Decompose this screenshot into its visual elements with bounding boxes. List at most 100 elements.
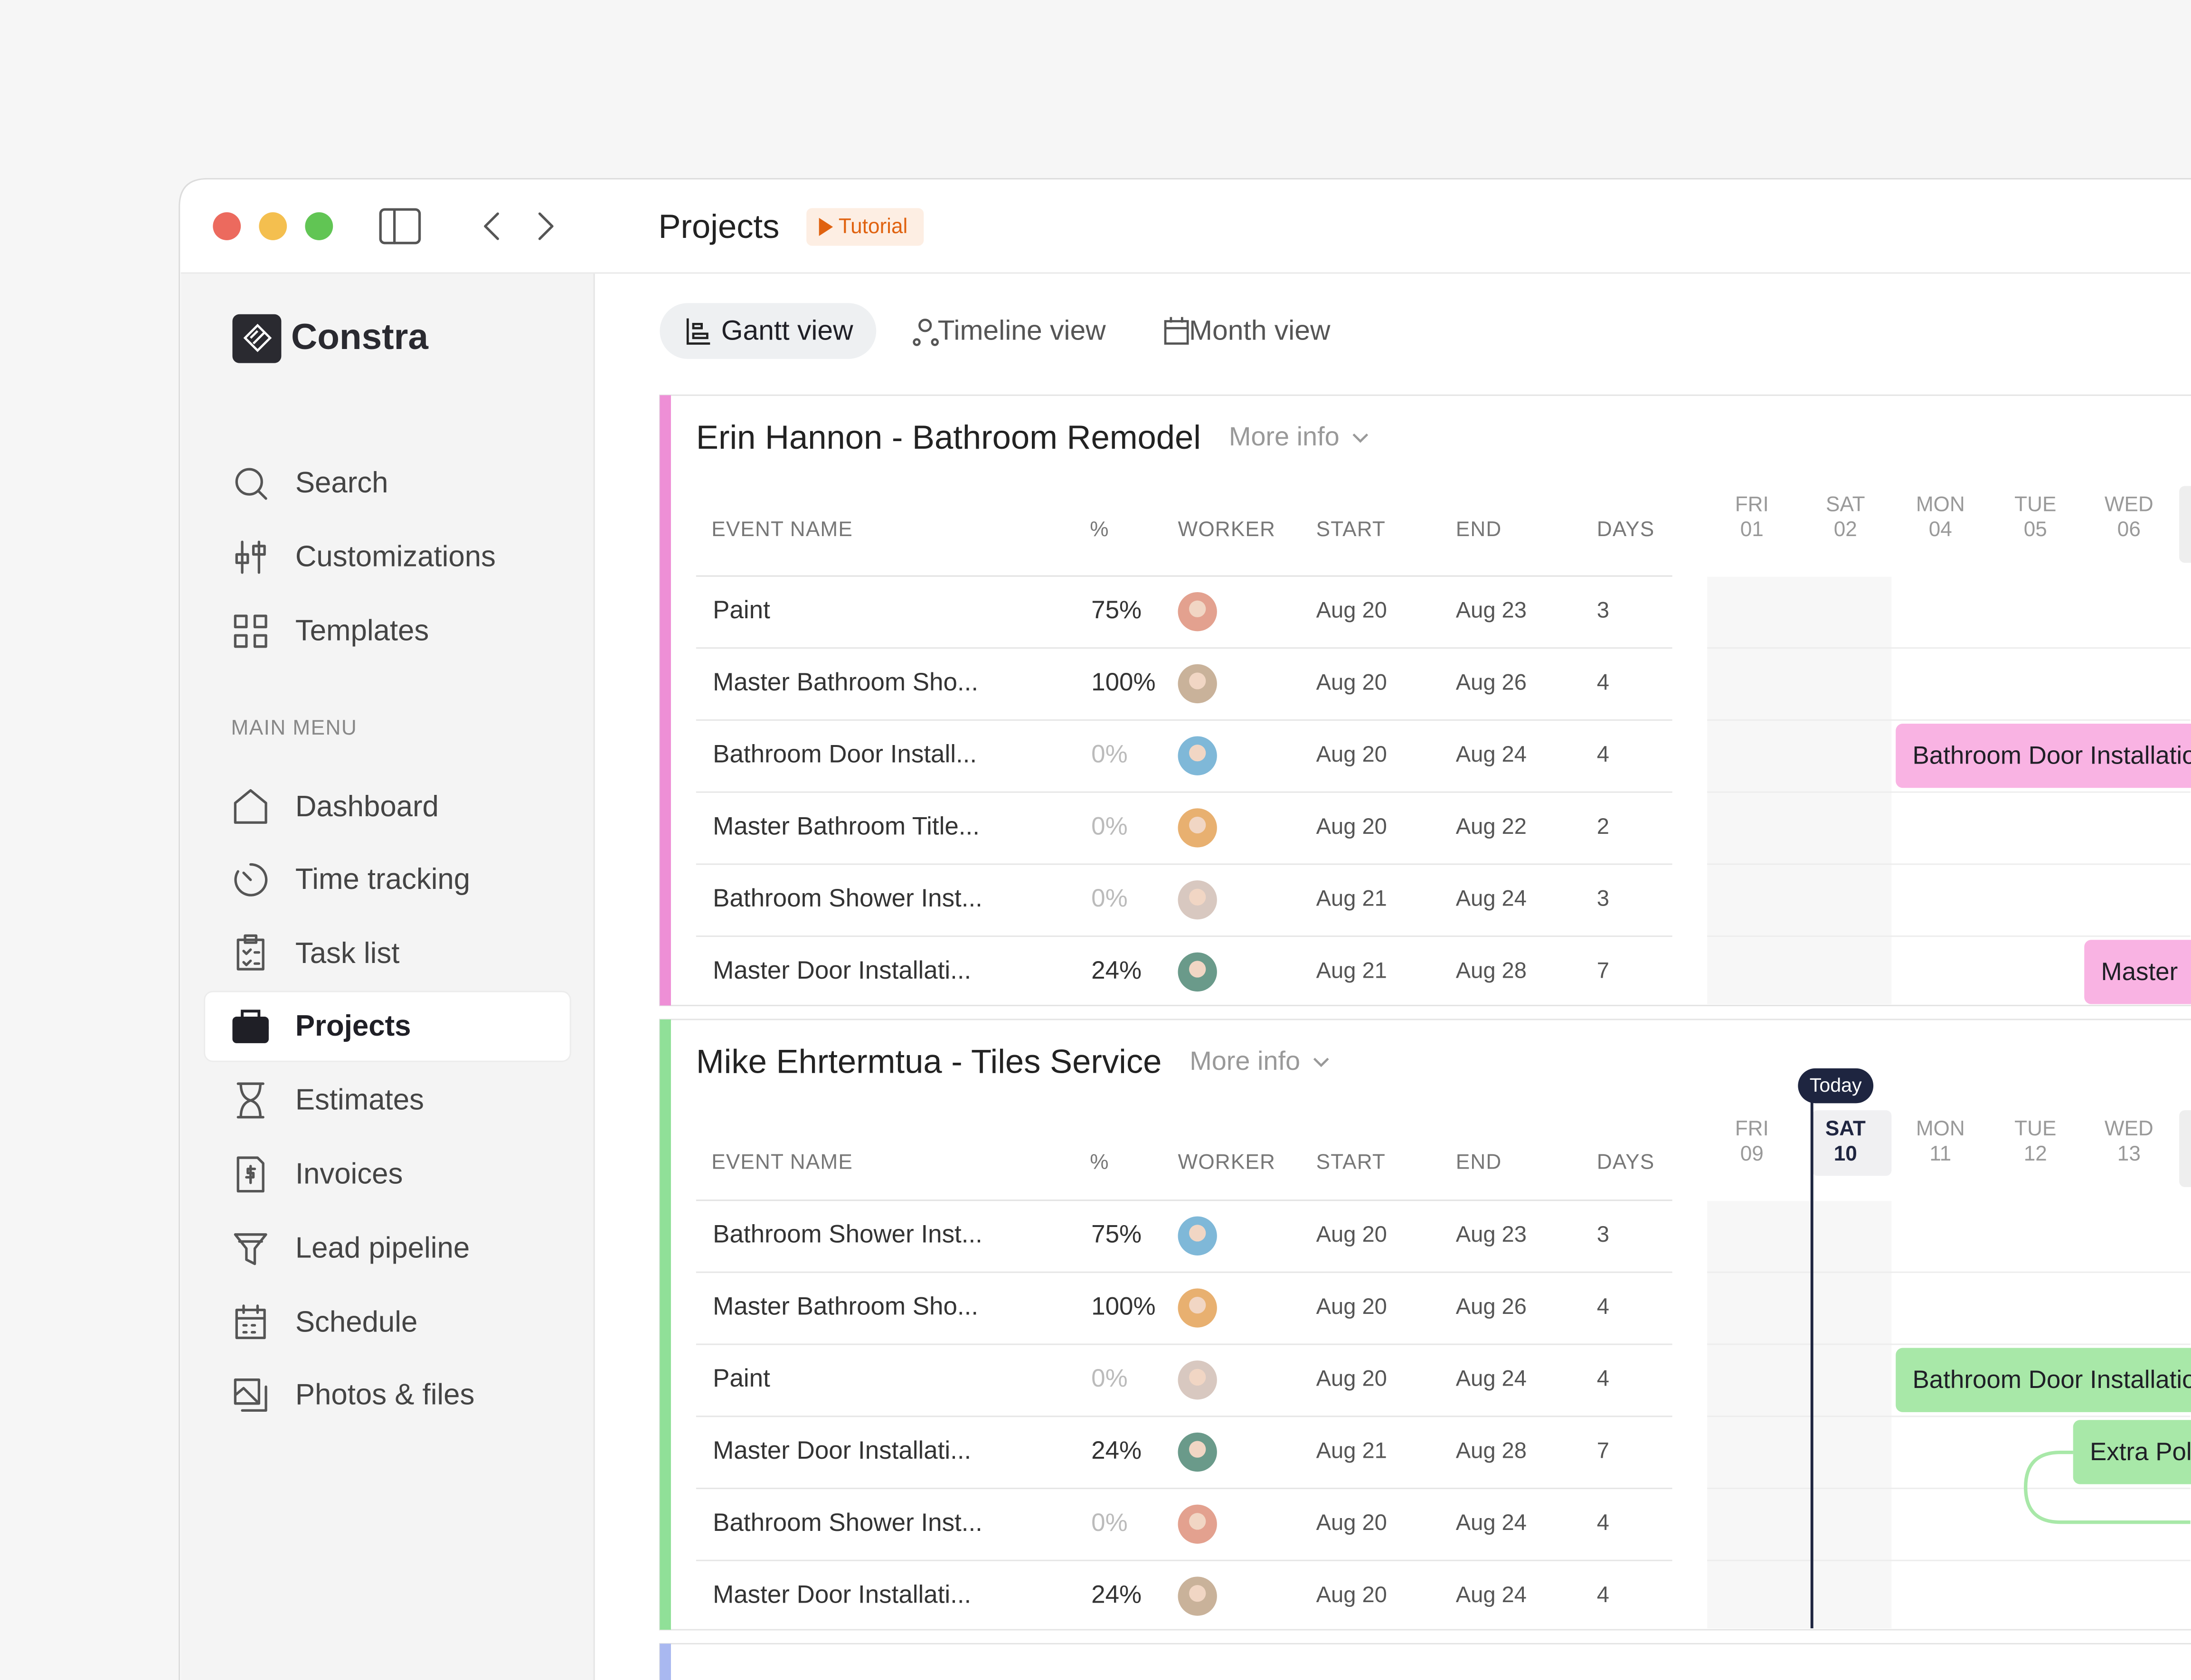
day-date: 11 (1929, 1142, 1951, 1165)
active-tab[interactable] (660, 303, 877, 359)
event-end: Aug 26 (1456, 669, 1527, 694)
menu-label[interactable]: Task list (295, 937, 400, 970)
column-header: START (1316, 1150, 1386, 1173)
avatar-face (1189, 888, 1206, 906)
event-name[interactable]: Bathroom Shower Inst... (713, 884, 982, 912)
event-name[interactable]: Bathroom Shower Inst... (713, 1509, 982, 1537)
event-percent: 0% (1091, 812, 1128, 840)
event-percent: 0% (1091, 884, 1128, 912)
close-button[interactable] (213, 212, 241, 240)
minimize-button[interactable] (259, 212, 287, 240)
day-date: 01 (1740, 518, 1764, 541)
scroll-edge (2179, 1110, 2191, 1187)
sidebar-toggle[interactable] (379, 208, 421, 245)
gantt-bar-label[interactable]: Master (2101, 958, 2178, 986)
dependency-link (2024, 1450, 2191, 1524)
avatar-face (1189, 1513, 1206, 1530)
event-end: Aug 26 (1456, 1293, 1527, 1319)
menu-label[interactable]: Dashboard (295, 790, 439, 823)
menu-label[interactable]: Projects (295, 1010, 411, 1042)
projects-icon-handle (232, 1010, 269, 1029)
today-highlight (1812, 1110, 1892, 1176)
gantt-bar[interactable] (1896, 1348, 2191, 1412)
menu-icon (234, 1233, 267, 1265)
event-end: Aug 24 (1456, 741, 1527, 766)
back-button[interactable] (484, 212, 499, 240)
more-info[interactable]: More info (1190, 1046, 1300, 1076)
column-header: % (1090, 518, 1109, 541)
menu-label[interactable]: Photos & files (295, 1378, 475, 1411)
event-percent: 75% (1091, 596, 1142, 624)
event-end: Aug 23 (1456, 1221, 1527, 1246)
gantt-bar[interactable] (2084, 940, 2191, 1004)
event-end: Aug 24 (1456, 1582, 1527, 1607)
menu-label[interactable]: Lead pipeline (295, 1231, 470, 1264)
event-end: Aug 28 (1456, 1437, 1527, 1463)
column-header: END (1456, 1150, 1502, 1173)
event-end: Aug 28 (1456, 957, 1527, 982)
menu-label[interactable]: Invoices (295, 1158, 403, 1190)
tab-label[interactable]: Timeline view (938, 315, 1106, 346)
next-project-stripe (660, 1643, 671, 1680)
gantt-bar-label[interactable]: Extra Pol (2090, 1438, 2191, 1466)
day-date: 02 (1834, 518, 1857, 541)
event-name[interactable]: Master Bathroom Sho... (713, 668, 978, 696)
gantt-bar-label[interactable]: Bathroom Door Installatio (1912, 1366, 2191, 1394)
event-days: 4 (1597, 741, 1609, 766)
brand: Constra (291, 317, 428, 357)
event-end: Aug 22 (1456, 813, 1527, 839)
scroll-edge (2179, 486, 2191, 563)
event-name[interactable]: Bathroom Shower Inst... (713, 1220, 982, 1248)
event-start: Aug 20 (1316, 1366, 1387, 1391)
more-info[interactable]: More info (1229, 421, 1340, 451)
event-name[interactable]: Paint (713, 1364, 770, 1392)
event-start: Aug 20 (1316, 741, 1387, 766)
weekend-shade (1707, 1201, 1892, 1629)
event-days: 7 (1597, 957, 1609, 982)
menu-label[interactable]: Time tracking (295, 863, 470, 896)
menu-label[interactable]: Schedule (295, 1305, 418, 1338)
event-name[interactable]: Paint (713, 596, 770, 624)
event-name[interactable]: Master Bathroom Sho... (713, 1293, 978, 1321)
tool-label[interactable]: Customizations (295, 540, 496, 573)
tab-label[interactable]: Month view (1189, 315, 1331, 346)
gantt-bar[interactable] (1896, 724, 2191, 788)
badge-label[interactable]: Tutorial (839, 215, 907, 238)
active-menu-item[interactable] (204, 991, 571, 1062)
tab-label[interactable]: Gantt view (721, 315, 853, 346)
day-dow: MON (1916, 1117, 1965, 1140)
event-name[interactable]: Master Bathroom Title... (713, 812, 980, 840)
gantt-bar-label[interactable]: Bathroom Door Installatio (1912, 742, 2191, 770)
sidebar (180, 274, 595, 1680)
tool-label[interactable]: Search (295, 466, 388, 499)
day-date: 12 (2024, 1142, 2047, 1165)
event-days: 3 (1597, 597, 1609, 623)
menu-label[interactable]: Estimates (295, 1084, 424, 1116)
event-name[interactable]: Master Door Installati... (713, 1581, 971, 1609)
tab-icon (1164, 317, 1189, 345)
event-days: 2 (1597, 813, 1609, 839)
column-header: % (1090, 1150, 1109, 1173)
column-header: WORKER (1178, 1150, 1276, 1173)
event-days: 4 (1597, 1366, 1609, 1391)
event-name[interactable]: Master Door Installati... (713, 956, 971, 984)
day-dow: SAT (1826, 492, 1865, 516)
tutorial-badge[interactable] (806, 208, 924, 246)
event-start: Aug 20 (1316, 597, 1387, 623)
avatar-face (1189, 1585, 1206, 1602)
gantt-bar[interactable] (2073, 1420, 2191, 1484)
tool-icon (235, 540, 266, 574)
section-label: MAIN MENU (231, 716, 358, 739)
event-start: Aug 21 (1316, 1437, 1387, 1463)
event-name[interactable]: Bathroom Door Install... (713, 740, 977, 768)
event-percent: 24% (1091, 956, 1142, 984)
avatar-face (1189, 1441, 1206, 1458)
tool-label[interactable]: Templates (295, 614, 429, 647)
menu-icon (235, 1304, 266, 1340)
event-percent: 0% (1091, 740, 1128, 768)
next-project-card (659, 1643, 2191, 1680)
forward-button[interactable] (538, 212, 554, 240)
event-name[interactable]: Master Door Installati... (713, 1436, 971, 1464)
zoom-button[interactable] (305, 212, 333, 240)
